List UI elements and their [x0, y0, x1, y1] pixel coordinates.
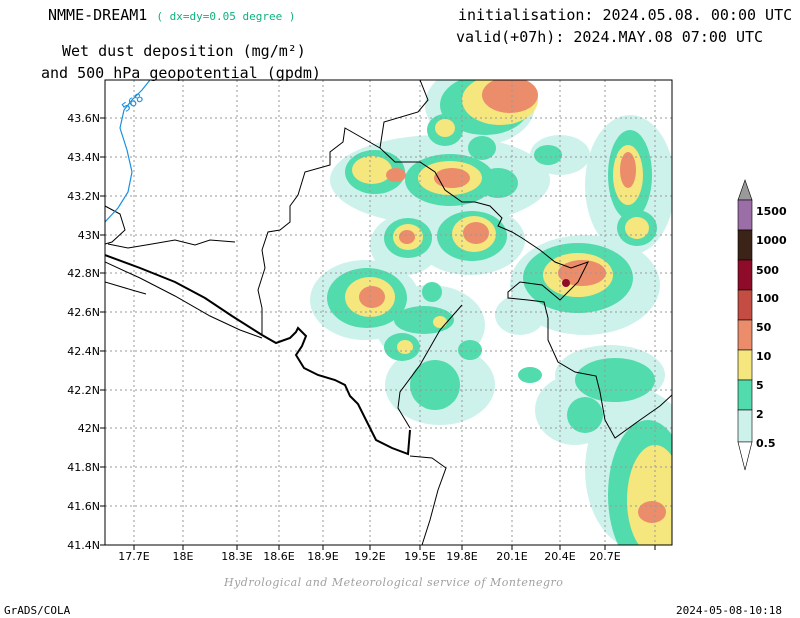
country-border — [379, 147, 672, 439]
valid-time: valid(+07h): 2024.MAY.08 07:00 UTC — [456, 28, 764, 46]
legend-swatch-500 — [737, 229, 753, 261]
coastline-island — [105, 261, 263, 339]
lat-label: 43.2N — [67, 190, 100, 203]
footer-timestamp: 2024-05-08-10:18 — [676, 604, 782, 617]
legend-swatch-05 — [737, 409, 753, 443]
dust-peak — [562, 279, 570, 287]
lat-label: 41.8N — [67, 461, 100, 474]
legend-label: 0.5 — [756, 437, 776, 450]
legend-colorbar — [737, 179, 753, 471]
lon-label: 20.1E — [496, 550, 527, 563]
lat-label: 42.6N — [67, 306, 100, 319]
dust-level-10 — [359, 80, 666, 523]
model-title: NMME-DREAM1 ( dx=dy=0.05 degree ) — [48, 6, 295, 24]
lon-label: 17.7E — [118, 550, 149, 563]
legend-swatch-1500 — [737, 179, 753, 201]
lon-labels: 17.7E 18E 18.3E 18.6E 18.9E 19.2E 19.5E … — [118, 550, 620, 563]
legend-swatch-1000 — [737, 199, 753, 231]
lat-label: 42.4N — [67, 345, 100, 358]
coastline-island — [105, 281, 147, 295]
init-time: initialisation: 2024.05.08. 00:00 UTC — [458, 6, 793, 24]
footer-software: GrADS/COLA — [4, 604, 71, 617]
lat-label: 41.6N — [67, 500, 100, 513]
lon-label: 18E — [173, 550, 194, 563]
lon-label: 20.7E — [589, 550, 620, 563]
legend-swatch-below — [737, 441, 753, 471]
lon-label: 18.6E — [263, 550, 294, 563]
legend-label: 500 — [756, 264, 779, 277]
coastline — [105, 254, 411, 456]
geography — [105, 80, 672, 545]
variable-line-1: Wet dust deposition (mg/m²) — [62, 42, 306, 60]
lon-label: 18.9E — [307, 550, 338, 563]
legend-swatch-50 — [737, 289, 753, 321]
legend-label: 1500 — [756, 205, 787, 218]
lon-label: 18.3E — [221, 550, 252, 563]
country-border — [107, 239, 236, 249]
country-border — [397, 304, 463, 429]
model-name: NMME-DREAM1 — [48, 6, 148, 24]
credit-text: Hydrological and Meteorological service … — [224, 576, 564, 589]
lat-label: 42N — [78, 422, 100, 435]
coastline-south — [409, 455, 447, 545]
geopotential-contour — [105, 80, 151, 223]
tick-marks — [100, 117, 656, 550]
resolution-label: ( dx=dy=0.05 degree ) — [156, 10, 296, 23]
legend-label: 10 — [756, 350, 772, 363]
lat-label: 43.6N — [67, 112, 100, 125]
lat-labels: 43.6N 43.4N 43.2N 43N 42.8N 42.6N 42.4N … — [67, 112, 100, 552]
legend-label: 5 — [756, 379, 764, 392]
legend-label: 100 — [756, 292, 779, 305]
lat-label: 42.2N — [67, 384, 100, 397]
lon-label: 20.4E — [544, 550, 575, 563]
lat-label: 43.4N — [67, 151, 100, 164]
lon-label: 19.5E — [404, 550, 435, 563]
legend-swatch-100 — [737, 259, 753, 291]
legend-swatch-2 — [737, 379, 753, 411]
lat-label: 43N — [78, 229, 100, 242]
legend-label: 2 — [756, 408, 764, 421]
variable-line-2: and 500 hPa geopotential (gpdm) — [41, 64, 321, 82]
lon-label: 19.8E — [446, 550, 477, 563]
legend-label: 1000 — [756, 234, 787, 247]
country-border — [257, 80, 429, 335]
legend-swatch-10 — [737, 319, 753, 351]
legend-swatch-5 — [737, 349, 753, 381]
lat-label: 42.8N — [67, 267, 100, 280]
lon-label: 19.2E — [354, 550, 385, 563]
legend-labels: 1500 1000 500 100 50 10 5 2 0.5 — [756, 205, 787, 450]
legend-label: 50 — [756, 321, 772, 334]
lat-label: 41.4N — [67, 539, 100, 552]
